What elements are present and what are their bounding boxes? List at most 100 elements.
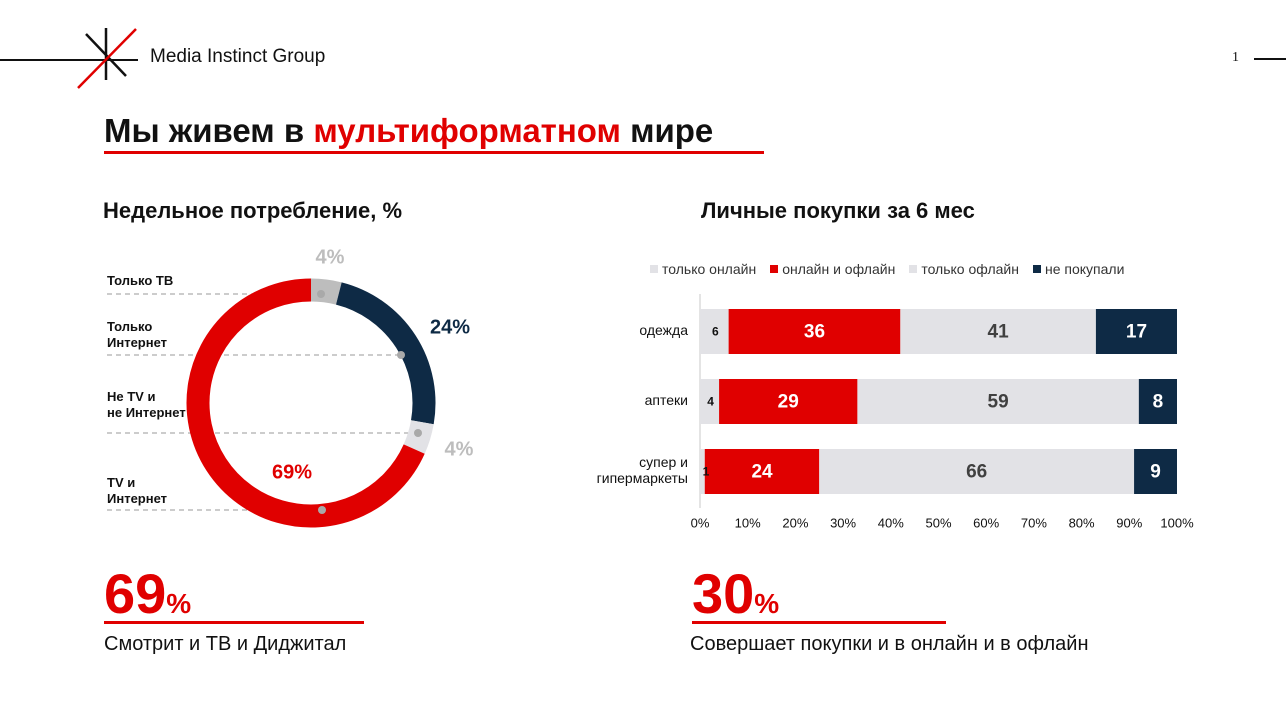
legend-label: только онлайн bbox=[662, 261, 757, 277]
donut-leader-dots bbox=[317, 290, 422, 514]
bar-segment bbox=[728, 309, 901, 354]
bar-segment bbox=[857, 379, 1139, 424]
bar-segment bbox=[700, 379, 720, 424]
logo-icon bbox=[77, 28, 137, 89]
bar-value-label: 4 bbox=[707, 395, 714, 409]
left-kpi-underline bbox=[104, 621, 364, 624]
bar-value-label: 8 bbox=[1153, 392, 1164, 413]
donut-label-line: Интернет bbox=[107, 491, 168, 506]
slice-tv-only bbox=[310, 278, 342, 305]
bar-labels: 6 36 41 17 4 29 59 8 1 24 66 9 bbox=[703, 322, 1164, 483]
x-tick-label: 0% bbox=[691, 515, 710, 530]
left-kpi-unit: % bbox=[166, 588, 192, 619]
left-section-title: Недельное потребление, % bbox=[103, 198, 403, 223]
donut-value-label: 4% bbox=[316, 246, 345, 268]
right-kpi-value: 30% bbox=[692, 566, 779, 632]
donut-label-line: Только bbox=[107, 319, 153, 334]
category-label: гипермаркеты bbox=[597, 470, 688, 486]
left-kpi-number: 69 bbox=[104, 562, 167, 625]
legend-item: только онлайн bbox=[650, 261, 756, 277]
leader-dot bbox=[414, 429, 422, 437]
bar-segment bbox=[700, 449, 705, 494]
slice-tv-and-internet bbox=[186, 278, 425, 528]
donut-leader-lines bbox=[107, 293, 418, 511]
x-tick-label: 60% bbox=[973, 515, 999, 530]
category-label: одежда bbox=[639, 322, 688, 338]
bar-value-label: 41 bbox=[988, 322, 1010, 343]
bar-legend: только онлайн онлайн и офлайн только офл… bbox=[650, 261, 1138, 277]
page-number: 1 bbox=[1232, 50, 1239, 65]
bar-value-label: 9 bbox=[1150, 462, 1161, 483]
x-tick-label: 100% bbox=[1160, 515, 1194, 530]
brand-name: Media Instinct Group bbox=[150, 46, 326, 67]
slice-internet-only bbox=[335, 282, 436, 425]
legend-label: онлайн и офлайн bbox=[782, 261, 896, 277]
donut-label-line: Не TV и bbox=[107, 389, 156, 404]
legend-item: онлайн и офлайн bbox=[770, 261, 895, 277]
x-tick-label: 80% bbox=[1069, 515, 1095, 530]
donut-label-tv-only: Только ТВ bbox=[107, 273, 173, 289]
leader-dot bbox=[318, 506, 326, 514]
bar-segment bbox=[1138, 379, 1177, 424]
x-tick-label: 20% bbox=[782, 515, 808, 530]
legend-swatch bbox=[770, 265, 779, 273]
legend-swatch bbox=[1033, 265, 1041, 273]
bar-segment bbox=[819, 449, 1135, 494]
x-tick-label: 50% bbox=[925, 515, 951, 530]
donut-label-line: TV и bbox=[107, 475, 136, 490]
right-kpi-caption: Совершает покупки и в онлайн и в офлайн bbox=[690, 633, 1089, 655]
right-kpi-unit: % bbox=[754, 588, 780, 619]
bar-segment bbox=[900, 309, 1096, 354]
x-tick-label: 10% bbox=[735, 515, 761, 530]
leader-dot bbox=[317, 290, 325, 298]
bar-axis: 0% 10% 20% 30% 40% 50% 60% 70% 80% 90% 100% одежда а… bbox=[597, 294, 1194, 530]
donut-value-label: 69% bbox=[272, 461, 312, 483]
left-kpi-value: 69% bbox=[104, 566, 191, 632]
x-tick-label: 90% bbox=[1116, 515, 1142, 530]
donut-label-neither: Не TV и не Интернет bbox=[107, 389, 186, 421]
stacked-bar-chart: 0% 10% 20% 30% 40% 50% 60% 70% 80% 90% 100% одежда а… bbox=[597, 294, 1194, 530]
donut-chart: 4% 24% 4% 69% bbox=[107, 246, 474, 528]
donut-label-line: не Интернет bbox=[107, 405, 186, 420]
bar-value-label: 36 bbox=[804, 322, 825, 343]
bar-value-label: 24 bbox=[751, 462, 773, 483]
header-line-right bbox=[1254, 58, 1286, 60]
legend-swatch bbox=[650, 265, 658, 273]
bar-value-label: 1 bbox=[703, 465, 710, 479]
donut-label-internet-only: Только Интернет bbox=[107, 319, 167, 351]
right-kpi-number: 30 bbox=[692, 562, 755, 625]
bar-value-label: 17 bbox=[1126, 322, 1147, 343]
legend-label: только офлайн bbox=[921, 261, 1019, 277]
bar-segments bbox=[700, 309, 1177, 494]
category-label: аптеки bbox=[645, 392, 688, 408]
donut-value-label: 4% bbox=[445, 438, 474, 460]
left-kpi-caption: Смотрит и ТВ и Диджитал bbox=[104, 633, 347, 655]
legend-swatch bbox=[909, 265, 918, 273]
category-label: супер и bbox=[639, 454, 688, 470]
title-highlight: мультиформатном bbox=[313, 112, 621, 149]
x-tick-label: 30% bbox=[830, 515, 856, 530]
bar-value-label: 29 bbox=[778, 392, 799, 413]
donut-label-both: TV и Интернет bbox=[107, 475, 167, 507]
bar-segment bbox=[1134, 449, 1177, 494]
bar-segment bbox=[700, 309, 729, 354]
donut-label-line: Только ТВ bbox=[107, 273, 174, 288]
title-part2: мире bbox=[620, 112, 714, 149]
x-tick-label: 70% bbox=[1021, 515, 1047, 530]
leader-dot bbox=[397, 351, 405, 359]
right-section-title: Личные покупки за 6 мес bbox=[701, 198, 975, 223]
x-tick-label: 40% bbox=[878, 515, 904, 530]
bar-segment bbox=[1095, 309, 1177, 354]
legend-item: не покупали bbox=[1033, 261, 1124, 277]
right-kpi-underline bbox=[692, 621, 946, 624]
legend-label: не покупали bbox=[1045, 261, 1125, 277]
donut-value-labels: 4% 24% 4% 69% bbox=[272, 246, 474, 483]
donut-value-label: 24% bbox=[430, 316, 470, 338]
page-title: Мы живем в мультиформатном мире bbox=[104, 112, 713, 150]
legend-item: только офлайн bbox=[909, 261, 1019, 277]
bar-value-label: 6 bbox=[712, 325, 719, 339]
bar-value-label: 59 bbox=[988, 392, 1009, 413]
title-part1: Мы живем в bbox=[104, 112, 314, 149]
donut-label-line: Интернет bbox=[107, 335, 168, 350]
header-line-left bbox=[0, 59, 138, 61]
